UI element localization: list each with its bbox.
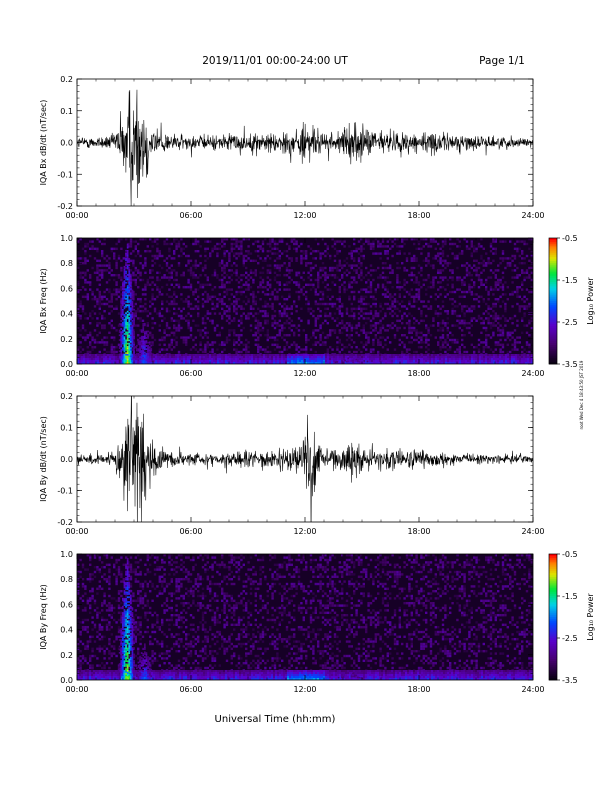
data-trace (77, 89, 533, 206)
x-tick-label: 00:00 (65, 527, 88, 536)
x-tick-label: 00:00 (65, 685, 88, 694)
y-tick-label: 0.0 (60, 139, 73, 148)
y-axis-title: IQA Bx dB/dt (nT/sec) (39, 100, 48, 186)
y-tick-label: 0.2 (60, 651, 73, 660)
panel-1: 0.2 0.1 0.0 -0.1 -0.200:00 06:00 12:00 18:00 24:… (39, 75, 545, 220)
y-tick-label: 0.0 (60, 455, 73, 464)
colorbar-tick-label: -3.5 (562, 360, 578, 369)
colorbar-tick-label: -1.5 (562, 276, 578, 285)
y-axis-title: IQA By dB/dt (nT/sec) (39, 416, 48, 502)
x-tick-label: 06:00 (179, 211, 202, 220)
y-tick-label: 0.6 (60, 600, 73, 609)
panel-3: 0.2 0.1 0.0 -0.1 -0.200:00 06:00 12:00 18:00 24:… (39, 392, 545, 536)
y-tick-label: 0.6 (60, 284, 73, 293)
y-axis-title: IQA By Freq (Hz) (39, 584, 48, 650)
spectral-feature-3 (337, 672, 364, 680)
spectral-feature-2 (136, 322, 154, 364)
colorbar-label: Log₁₀ Power (586, 593, 595, 641)
colorbar-tick-label: -3.5 (562, 676, 578, 685)
x-tick-label: 18:00 (407, 685, 430, 694)
colorbar: -0.5 -1.5 -2.5 -3.5 Log₁₀ Power (548, 550, 595, 685)
spectral-feature-2 (136, 643, 153, 680)
colorbar-frame (548, 237, 558, 365)
y-tick-label: 0.4 (60, 310, 73, 319)
y-tick-label: -0.2 (57, 518, 73, 527)
colorbar-tick-label: -0.5 (562, 550, 578, 559)
panel-4: -0.5 -1.5 -2.5 -3.5 Log₁₀ Power 1.0 0.8 0.6 0.4 0… (39, 550, 595, 694)
x-tick-label: 18:00 (407, 369, 430, 378)
x-tick-label: 24:00 (521, 527, 544, 536)
x-axis-title: Universal Time (hh:mm) (215, 714, 336, 725)
figure-title: 2019/11/01 00:00-24:00 UT (202, 55, 348, 67)
x-tick-label: 12:00 (293, 685, 316, 694)
x-tick-label: 06:00 (179, 685, 202, 694)
y-tick-label: 0.0 (60, 360, 73, 369)
y-axis-title: IQA Bx Freq (Hz) (39, 268, 48, 334)
x-tick-label: 00:00 (65, 211, 88, 220)
colorbar-tick-label: -0.5 (562, 234, 578, 243)
data-trace (77, 396, 533, 522)
x-tick-label: 12:00 (293, 211, 316, 220)
x-tick-label: 06:00 (179, 527, 202, 536)
y-tick-label: 0.1 (60, 424, 73, 433)
y-tick-label: -0.1 (57, 487, 73, 496)
x-tick-label: 00:00 (65, 369, 88, 378)
colorbar: -0.5 -1.5 -2.5 -3.5 Log₁₀ Power (548, 234, 595, 369)
colorbar-tick-label: -2.5 (562, 318, 578, 327)
spectral-feature-1 (118, 558, 135, 680)
x-tick-label: 18:00 (407, 211, 430, 220)
y-tick-label: 1.0 (60, 234, 73, 243)
spectral-feature-1 (118, 243, 135, 364)
x-tick-label: 24:00 (521, 685, 544, 694)
colorbar-tick-label: -1.5 (562, 592, 578, 601)
x-tick-label: 24:00 (521, 369, 544, 378)
y-tick-label: 0.8 (60, 259, 73, 268)
colorbar-frame (548, 553, 558, 681)
y-tick-label: 1.0 (60, 550, 73, 559)
x-tick-label: 24:00 (521, 211, 544, 220)
x-tick-label: 12:00 (293, 527, 316, 536)
y-tick-label: 0.0 (60, 676, 73, 685)
side-note: root Wed Dec 4 18:43:50 JST 2019 (579, 360, 584, 429)
page-indicator: Page 1/1 (479, 55, 525, 67)
x-tick-label: 12:00 (293, 369, 316, 378)
y-tick-label: 0.1 (60, 107, 73, 116)
spectral-feature-3 (334, 357, 369, 364)
y-tick-label: 0.2 (60, 335, 73, 344)
panels: 0.20.10.0-0.1-0.200:00 06:00 12:00 18:00 24:… (39, 75, 595, 694)
y-tick-label: 0.2 (60, 75, 73, 84)
colorbar-tick-label: -2.5 (562, 634, 578, 643)
spectrogram-cells (77, 238, 533, 364)
spectrogram-cells (77, 554, 533, 680)
panel-2: -0.5 -1.5 -2.5 -3.5 Log₁₀ Power 1.0 0.8 0.6 0.4 0… (39, 234, 595, 378)
colorbar-label: Log₁₀ Power (586, 277, 595, 325)
plot-area (77, 396, 533, 522)
x-tick-label: 18:00 (407, 527, 430, 536)
x-tick-label: 06:00 (179, 369, 202, 378)
y-tick-label: 0.8 (60, 575, 73, 584)
y-tick-label: -0.2 (57, 202, 73, 211)
y-tick-label: 0.2 (60, 392, 73, 401)
y-tick-label: 0.4 (60, 626, 73, 635)
y-tick-label: -0.1 (57, 170, 73, 179)
